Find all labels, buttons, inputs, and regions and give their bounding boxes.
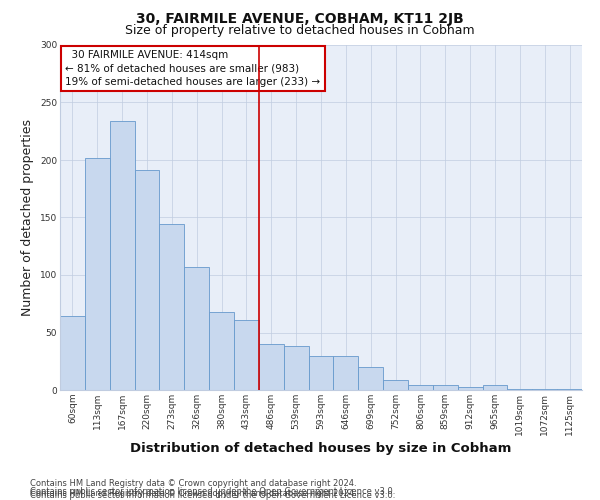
Bar	[60, 316, 85, 390]
Bar	[532, 389, 557, 390]
Text: Contains public sector information licensed under the Open Government Licence v3: Contains public sector information licen…	[30, 487, 395, 496]
Bar	[358, 367, 383, 390]
Bar	[110, 121, 134, 390]
Bar	[259, 344, 284, 390]
Y-axis label: Number of detached properties: Number of detached properties	[22, 119, 34, 316]
Bar	[234, 320, 259, 390]
Bar	[334, 356, 358, 390]
Bar	[308, 356, 334, 390]
Bar	[160, 224, 184, 390]
Bar	[508, 389, 532, 390]
Text: Contains public sector information licensed under the Open Government Licence v3: Contains public sector information licen…	[30, 491, 395, 500]
Bar	[482, 386, 508, 390]
Text: Contains HM Land Registry data © Crown copyright and database right 2024.: Contains HM Land Registry data © Crown c…	[30, 488, 356, 498]
Text: Contains HM Land Registry data © Crown copyright and database right 2024.: Contains HM Land Registry data © Crown c…	[30, 478, 356, 488]
Bar	[383, 380, 408, 390]
Bar	[408, 386, 433, 390]
Bar	[184, 267, 209, 390]
Bar	[458, 386, 482, 390]
Text: 30, FAIRMILE AVENUE, COBHAM, KT11 2JB: 30, FAIRMILE AVENUE, COBHAM, KT11 2JB	[136, 12, 464, 26]
Bar	[557, 389, 582, 390]
Text: Size of property relative to detached houses in Cobham: Size of property relative to detached ho…	[125, 24, 475, 37]
Bar	[134, 170, 160, 390]
X-axis label: Distribution of detached houses by size in Cobham: Distribution of detached houses by size …	[130, 442, 512, 455]
Bar	[284, 346, 308, 390]
Bar	[209, 312, 234, 390]
Bar	[433, 386, 458, 390]
Text: 30 FAIRMILE AVENUE: 414sqm
← 81% of detached houses are smaller (983)
19% of sem: 30 FAIRMILE AVENUE: 414sqm ← 81% of deta…	[65, 50, 320, 86]
Bar	[85, 158, 110, 390]
